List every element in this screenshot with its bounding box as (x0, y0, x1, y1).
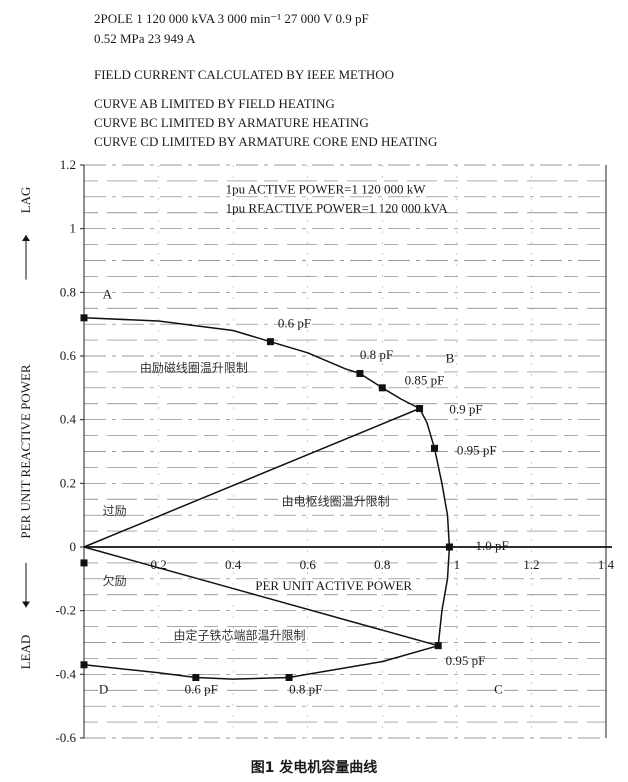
pf-label: 0.95 pF (457, 443, 497, 458)
header-line-3: FIELD CURRENT CALCULATED BY IEEE METHOO (94, 67, 395, 82)
figure-caption: 图1 发电机容量曲线 (250, 760, 378, 776)
y-tick-label: -0.6 (55, 730, 76, 745)
x-axis-title: PER UNIT ACTIVE POWER (255, 578, 412, 593)
lead-label: LEAD (18, 635, 33, 670)
pf-label: 0.8 pF (360, 347, 393, 362)
y-tick-label: 0 (70, 539, 77, 554)
y-tick-label: -0.2 (55, 603, 76, 618)
axes: -0.6-0.4-0.200.20.40.60.811.20.2 0.4 0.6 0.… (18, 157, 615, 745)
pf-label: 0.95 pF (446, 653, 486, 668)
curve-series-1 (83, 317, 420, 410)
header-line-4: CURVE AB LIMITED BY FIELD HEATING (94, 96, 335, 111)
data-point (285, 674, 293, 682)
curve-series-5 (83, 407, 420, 548)
header-line-5: CURVE BC LIMITED BY ARMATURE HEATING (94, 115, 369, 130)
curves (83, 317, 451, 680)
pf-label: 0.6 pF (278, 315, 311, 330)
y-tick-label: 0.6 (60, 348, 77, 363)
point-label: C (494, 681, 503, 696)
pf-label: 0.85 pF (405, 373, 445, 388)
data-point (416, 405, 424, 413)
point-label: D (99, 681, 108, 696)
pf-label: 1.0 pF (476, 538, 509, 553)
region-label: 由电枢线圈温升限制 (282, 494, 390, 509)
y-tick-label: 0.2 (60, 475, 76, 490)
x-tick-label: 1.4 (598, 557, 615, 572)
region-label: 由励磁线圈温升限制 (140, 360, 248, 375)
data-point (80, 661, 88, 669)
x-tick-label: 0.8 (374, 557, 390, 572)
data-point (80, 559, 88, 567)
data-point (430, 444, 438, 452)
data-point (434, 642, 442, 650)
lag-label: LAG (18, 187, 33, 214)
pf-label: 0.8 pF (289, 681, 322, 696)
curve-series-3 (437, 546, 451, 646)
data-point (356, 370, 364, 378)
header-line-2: 0.52 MPa 23 949 A (94, 31, 196, 46)
region-label: 欠励 (103, 573, 127, 588)
grid (84, 164, 607, 739)
point-label: B (446, 350, 455, 365)
data-point (80, 314, 88, 322)
header-line-6: CURVE CD LIMITED BY ARMATURE CORE END HE… (94, 134, 438, 149)
data-point (445, 543, 453, 551)
y-tick-label: 0.4 (60, 412, 77, 427)
point-label: A (103, 287, 113, 302)
legend-text: 1pu ACTIVE POWER=1 120 000 kW (226, 182, 427, 197)
x-tick-label: 1 (454, 557, 461, 572)
curve-series-6 (83, 546, 439, 647)
y-tick-label: 1.2 (60, 157, 76, 172)
y-axis-title: PER UNIT REACTIVE POWER (18, 364, 33, 539)
legend-text: 1pu REACTIVE POWER=1 120 000 kVA (226, 201, 449, 216)
y-tick-label: 0.8 (60, 284, 76, 299)
data-point (192, 674, 200, 682)
region-label: 过励 (103, 504, 127, 518)
data-point (378, 384, 386, 392)
header-line-1: 2POLE 1 120 000 kVA 3 000 min⁻¹ 27 000 V… (94, 11, 369, 26)
region-label: 由定子铁芯端部温升限制 (173, 627, 305, 642)
markers (80, 314, 453, 682)
pf-label: 0.6 pF (185, 681, 218, 696)
pf-label: 0.9 pF (449, 401, 482, 416)
curve-series-4 (83, 644, 439, 680)
y-tick-label: 1 (70, 221, 77, 236)
labels: 1pu ACTIVE POWER=1 120 000 kW 1pu REACTIV… (99, 182, 509, 697)
y-tick-label: -0.4 (55, 666, 76, 681)
data-point (266, 338, 274, 346)
lead-arrow-head (22, 601, 30, 608)
curve-series-2 (418, 408, 451, 548)
x-tick-label: 0.6 (300, 557, 317, 572)
lag-arrow-head (22, 235, 30, 242)
x-tick-label: 1.2 (523, 557, 539, 572)
x-tick-label: 0.4 (225, 557, 242, 572)
